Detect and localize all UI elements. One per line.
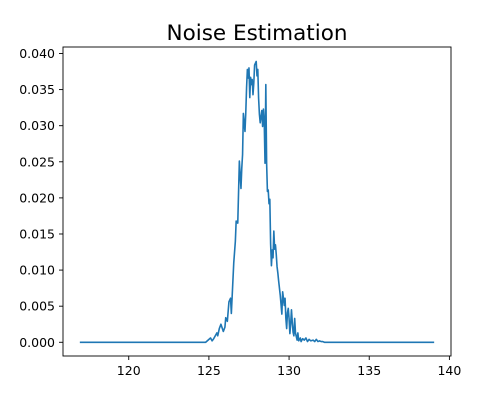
y-tick-label: 0.015 — [19, 226, 55, 241]
y-tick-label: 0.005 — [19, 299, 55, 314]
y-tick-label: 0.020 — [19, 190, 55, 205]
x-tick-label: 140 — [437, 363, 461, 378]
y-tick-label: 0.025 — [19, 154, 55, 169]
y-tick-label: 0.010 — [19, 263, 55, 278]
y-tick-label: 0.000 — [19, 335, 55, 350]
x-tick-label: 130 — [277, 363, 301, 378]
y-tick-label: 0.035 — [19, 82, 55, 97]
chart-title: Noise Estimation — [167, 21, 348, 46]
x-tick-label: 125 — [197, 363, 221, 378]
y-tick-label: 0.040 — [19, 46, 55, 61]
x-tick-label: 120 — [117, 363, 141, 378]
y-tick-label: 0.030 — [19, 118, 55, 133]
x-tick-label: 135 — [357, 363, 381, 378]
